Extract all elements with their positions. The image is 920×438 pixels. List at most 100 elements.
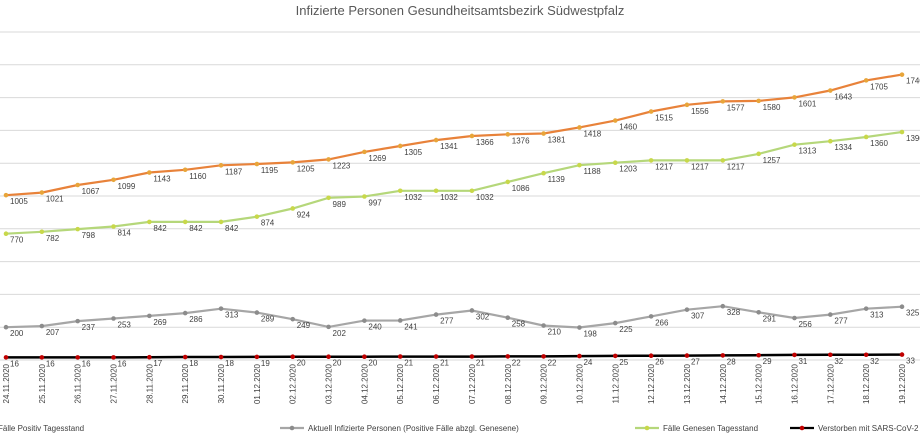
data-point	[111, 316, 116, 321]
data-point	[469, 308, 475, 313]
data-point	[469, 354, 475, 359]
data-point	[648, 314, 654, 319]
data-point	[182, 167, 188, 173]
data-label: 16	[10, 359, 19, 368]
x-tick-label: 15.12.2020	[755, 363, 764, 404]
data-point	[433, 354, 439, 359]
x-tick-label: 07.12.2020	[468, 363, 477, 404]
x-tick-label: 04.12.2020	[360, 363, 369, 404]
data-label: 22	[512, 358, 521, 367]
x-tick-label: 19.12.2020	[898, 363, 907, 404]
data-point	[720, 353, 726, 358]
data-point	[756, 98, 761, 104]
data-point	[75, 318, 80, 324]
data-label: 1217	[691, 162, 709, 171]
data-label: 1556	[691, 107, 709, 116]
x-tick-label: 17.12.2020	[826, 363, 835, 404]
data-label: 31	[798, 357, 807, 366]
data-point	[899, 304, 905, 310]
data-point	[505, 179, 511, 185]
data-point	[828, 312, 833, 317]
x-tick-label: 14.12.2020	[719, 363, 728, 404]
legend-marker	[289, 425, 295, 431]
data-label: 1217	[655, 162, 673, 171]
data-label: 842	[189, 224, 203, 233]
data-point	[111, 355, 116, 360]
data-label: 798	[82, 231, 96, 240]
data-label: 1580	[763, 103, 781, 112]
data-point	[756, 309, 761, 315]
grid	[0, 31, 920, 361]
x-tick-label: 03.12.2020	[325, 363, 334, 404]
data-point	[863, 134, 869, 140]
data-point	[648, 158, 654, 163]
data-point	[863, 352, 869, 358]
data-label: 21	[404, 359, 413, 368]
data-point	[218, 306, 224, 311]
data-label: 1205	[297, 164, 315, 173]
x-tick-label: 16.12.2020	[790, 363, 799, 404]
data-label: 24	[583, 358, 592, 367]
data-point	[218, 354, 224, 360]
data-point	[75, 355, 80, 360]
data-label: 18	[225, 359, 234, 368]
x-tick-label: 27.11.2020	[110, 363, 119, 403]
data-label: 1203	[619, 165, 637, 174]
data-point	[326, 324, 331, 330]
data-point	[684, 353, 690, 358]
data-point	[290, 206, 296, 211]
data-label: 328	[727, 308, 741, 317]
data-label: 997	[368, 198, 382, 207]
data-label: 1021	[46, 195, 64, 204]
data-point	[684, 158, 690, 163]
data-point	[254, 214, 260, 219]
data-point	[182, 219, 188, 225]
x-tick-label: 18.12.2020	[862, 363, 871, 404]
data-point	[577, 325, 582, 330]
data-label: 291	[763, 314, 777, 323]
data-point	[362, 318, 367, 323]
data-point	[505, 132, 511, 137]
data-point	[147, 219, 152, 225]
data-point	[147, 313, 152, 319]
data-point	[397, 188, 403, 194]
data-label: 782	[46, 234, 60, 243]
data-point	[792, 95, 797, 100]
series: 16 16 16 16 17 18 18 19 20 20 20 21 21 21 22 22 24 25 26 27…	[3, 352, 915, 368]
data-point	[75, 226, 80, 232]
data-point	[828, 138, 833, 144]
data-point	[362, 149, 367, 155]
data-point	[541, 323, 546, 328]
data-label: 20	[368, 359, 377, 368]
data-point	[39, 190, 45, 195]
data-point	[397, 318, 403, 323]
series-line	[6, 353, 903, 359]
data-point	[828, 88, 833, 93]
data-point	[254, 310, 260, 315]
data-label: 277	[834, 317, 848, 326]
x-tick-label: 29.11.2020	[181, 363, 190, 403]
data-point	[577, 353, 582, 359]
data-label: 1005	[10, 197, 28, 206]
series: 200 207 237 253 269 286 313 289 249 202 240 241 277 3…	[3, 303, 920, 339]
legend: Fälle Positiv Tagesstand Aktuell Infizier…	[0, 424, 920, 433]
data-label: 1381	[548, 136, 566, 145]
data-point	[3, 355, 9, 360]
data-point	[541, 354, 546, 359]
data-label: 1705	[870, 82, 888, 91]
series-line	[5, 73, 903, 197]
data-label: 1195	[261, 166, 279, 175]
data-label: 26	[655, 358, 664, 367]
data-point	[290, 316, 296, 322]
data-label: 1143	[153, 175, 171, 184]
data-label: 237	[82, 323, 96, 332]
data-label: 16	[82, 359, 91, 368]
data-label: 1139	[548, 175, 566, 184]
data-label: 1032	[476, 193, 494, 202]
data-point	[326, 354, 331, 360]
data-point	[147, 354, 152, 360]
data-point	[684, 102, 690, 108]
data-point	[577, 162, 582, 168]
data-label: 1360	[870, 139, 888, 148]
data-label: 207	[46, 328, 60, 337]
